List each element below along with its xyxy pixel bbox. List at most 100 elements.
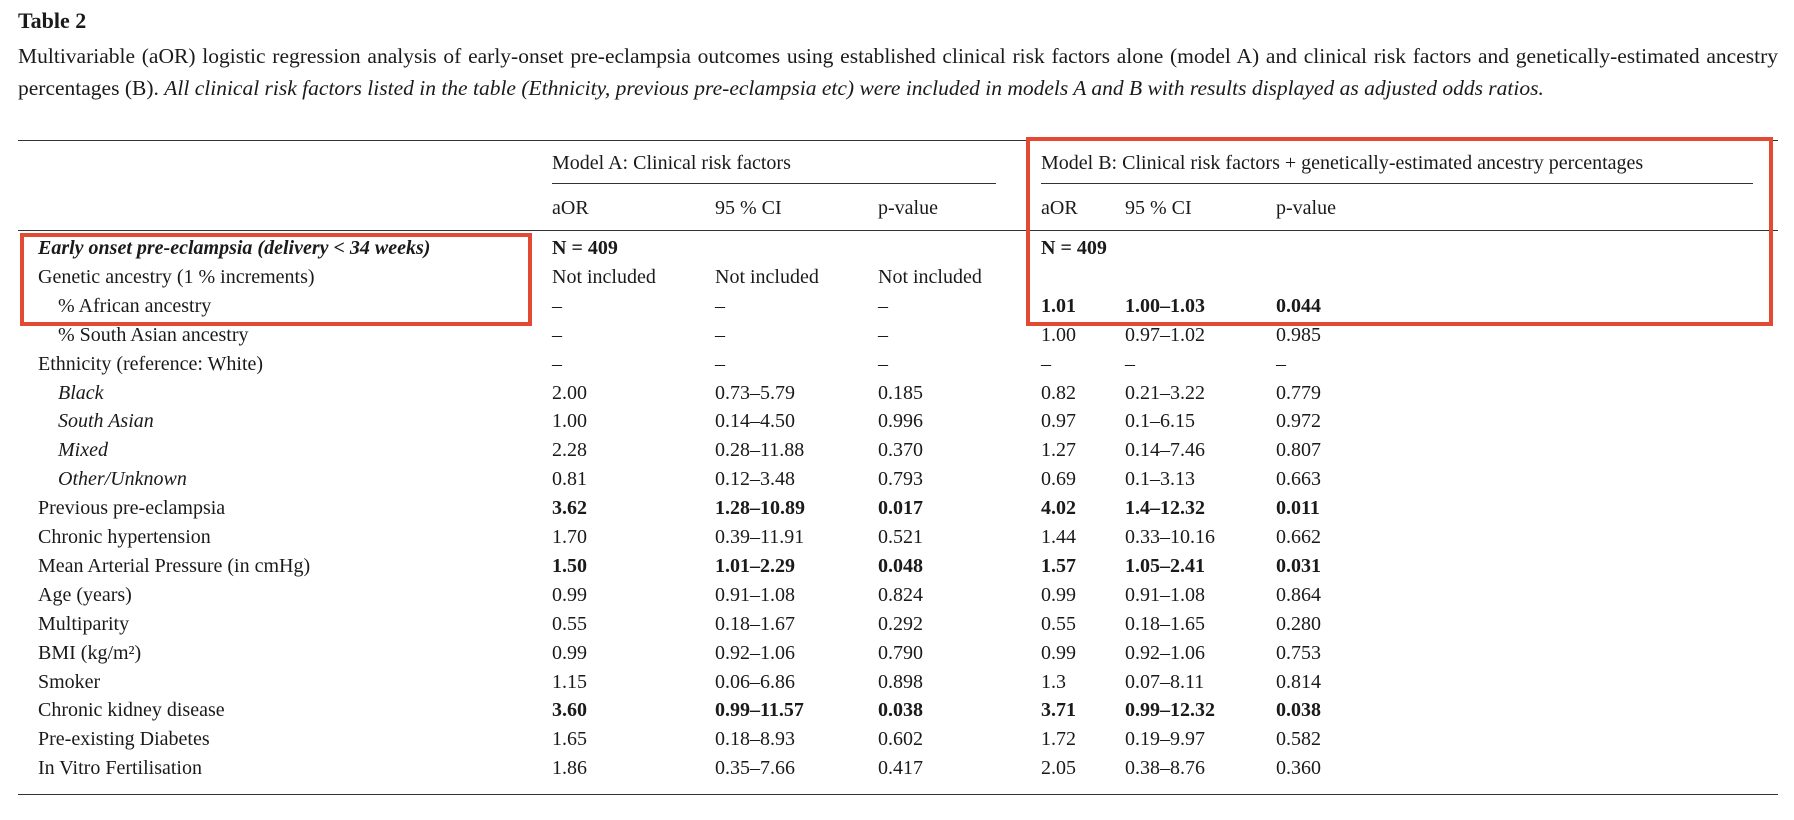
cell-b-aor: 0.97 — [1041, 410, 1076, 433]
cell-a-pvalue: 0.996 — [878, 410, 923, 433]
cell-a-ci: 0.39–11.91 — [715, 526, 805, 548]
cell-a-pvalue: 0.370 — [878, 439, 923, 462]
table-row: Chronic hypertension 1.70 0.39–11.91 0.521 1… — [18, 526, 1778, 555]
cell-a-ci: 0.18–1.67 — [715, 612, 795, 635]
col-header-a-aor: aOR — [552, 197, 589, 219]
col-header-a-pvalue: p-value — [878, 197, 938, 219]
cell-a-ci: 0.91–1.08 — [715, 583, 795, 606]
cell-b-aor: 0.99 — [1041, 641, 1076, 664]
table-row: BMI (kg/m²) 0.99 0.92–1.06 0.790 0.99 0.92–1.… — [18, 642, 1778, 671]
cell-b-pvalue: 0.985 — [1276, 323, 1321, 346]
cell-b-pvalue: 0.753 — [1276, 641, 1321, 664]
table-row: Genetic ancestry (1 % increments) Not inc… — [18, 266, 1778, 295]
cell-b-pvalue: 0.011 — [1276, 497, 1320, 520]
highlight-box-left — [20, 233, 532, 326]
cell-b-aor: 1.00 — [1041, 323, 1076, 346]
cell-b-pvalue: 0.807 — [1276, 439, 1321, 462]
cell-a-ci: 0.28–11.88 — [715, 439, 805, 462]
model-a-underline — [552, 183, 996, 184]
table-row: South Asian 1.00 0.14–4.50 0.996 0.97 0.1–6.1… — [18, 410, 1778, 439]
table-row: Early onset pre-eclampsia (delivery < 34… — [18, 237, 1778, 266]
cell-b-ci: 1.4–12.32 — [1125, 497, 1205, 520]
cell-b-aor: – — [1041, 352, 1051, 375]
cell-a-pvalue: 0.292 — [878, 612, 923, 635]
cell-a-aor: 1.86 — [552, 757, 587, 780]
cell-b-aor: 4.02 — [1041, 497, 1076, 520]
cell-a-pvalue: 0.038 — [878, 699, 923, 722]
top-rule — [18, 140, 1778, 141]
cell-b-pvalue: 0.360 — [1276, 757, 1321, 780]
cell-a-ci: Not included — [715, 265, 819, 288]
caption-text: Multivariable (aOR) logistic regression … — [18, 44, 1778, 100]
cell-a-aor: 3.60 — [552, 699, 587, 722]
cell-a-ci: – — [715, 294, 725, 317]
col-header-b-pvalue: p-value — [1276, 197, 1336, 219]
cell-b-pvalue: 0.864 — [1276, 583, 1321, 606]
row-label: Age (years) — [38, 583, 132, 606]
cell-a-aor: 0.81 — [552, 468, 587, 491]
cell-a-ci: 1.28–10.89 — [715, 497, 805, 520]
cell-a-ci: 0.99–11.57 — [715, 699, 804, 722]
cell-a-ci: 0.35–7.66 — [715, 757, 795, 780]
cell-b-ci: 0.21–3.22 — [1125, 381, 1205, 404]
row-label: Chronic kidney disease — [38, 699, 225, 722]
row-label: BMI (kg/m²) — [38, 641, 142, 664]
cell-a-aor: 1.50 — [552, 554, 587, 577]
cell-a-ci: 0.92–1.06 — [715, 641, 795, 664]
cell-a-aor: – — [552, 323, 562, 346]
row-label: Pre-existing Diabetes — [38, 728, 210, 751]
row-label: Mean Arterial Pressure (in cmHg) — [38, 554, 311, 577]
cell-a-aor: 0.55 — [552, 612, 587, 635]
col-header-b-aor: aOR — [1041, 197, 1078, 219]
row-label: Chronic hypertension — [38, 526, 211, 548]
table-row: % South Asian ancestry – – – 1.00 0.97–1.02 0.… — [18, 324, 1778, 353]
cell-b-ci: 0.1–6.15 — [1125, 410, 1195, 433]
cell-b-aor: N = 409 — [1041, 237, 1107, 259]
cell-a-pvalue: 0.017 — [878, 497, 923, 520]
row-label: Early onset pre-eclampsia (delivery < 34… — [38, 237, 431, 259]
cell-b-ci: 0.18–1.65 — [1125, 612, 1205, 635]
cell-b-ci: 0.92–1.06 — [1125, 641, 1205, 664]
table-row: Mean Arterial Pressure (in cmHg) 1.50 1.01… — [18, 555, 1778, 584]
row-label: Multiparity — [38, 612, 130, 635]
cell-a-aor: N = 409 — [552, 237, 618, 259]
cell-b-ci: 0.07–8.11 — [1125, 670, 1205, 693]
cell-a-ci: 0.14–4.50 — [715, 410, 795, 433]
caption-italic-text: All clinical risk factors listed in the … — [164, 76, 1544, 100]
row-label: Genetic ancestry (1 % increments) — [38, 265, 315, 288]
row-label: Ethnicity (reference: White) — [38, 352, 264, 375]
row-label: Mixed — [58, 439, 108, 462]
cell-a-aor: 1.65 — [552, 728, 587, 751]
row-label: In Vitro Fertilisation — [38, 757, 202, 780]
highlight-box-model-b — [1026, 137, 1773, 326]
header-rule — [18, 230, 1778, 231]
table-row: % African ancestry – – – 1.01 1.00–1.03 0.044 — [18, 295, 1778, 324]
cell-b-pvalue: 0.280 — [1276, 612, 1321, 635]
cell-a-aor: 0.99 — [552, 583, 587, 606]
cell-a-aor: – — [552, 352, 562, 375]
table-row: In Vitro Fertilisation 1.86 0.35–7.66 0.417… — [18, 757, 1778, 786]
cell-a-ci: – — [715, 323, 725, 346]
row-label: Previous pre-eclampsia — [38, 497, 226, 520]
cell-a-pvalue: Not included — [878, 265, 982, 288]
table-label: Table 2 — [18, 8, 87, 33]
cell-a-pvalue: 0.048 — [878, 554, 923, 577]
cell-a-aor: 2.28 — [552, 439, 587, 462]
cell-b-ci: 0.99–12.32 — [1125, 699, 1215, 722]
cell-b-ci: 0.14–7.46 — [1125, 439, 1205, 462]
cell-a-pvalue: – — [878, 323, 888, 346]
cell-b-aor: 0.99 — [1041, 583, 1076, 606]
cell-b-ci: 0.97–1.02 — [1125, 323, 1205, 346]
cell-b-aor: 1.27 — [1041, 439, 1076, 462]
cell-a-pvalue: 0.790 — [878, 641, 923, 664]
cell-a-pvalue: 0.602 — [878, 728, 923, 751]
cell-b-pvalue: – — [1276, 352, 1286, 375]
cell-b-ci: – — [1125, 352, 1135, 375]
cell-a-pvalue: 0.185 — [878, 381, 923, 404]
cell-a-pvalue: – — [878, 294, 888, 317]
cell-a-ci: 0.12–3.48 — [715, 468, 795, 491]
cell-a-pvalue: 0.824 — [878, 583, 923, 606]
cell-b-pvalue: 0.031 — [1276, 554, 1321, 577]
cell-b-aor: 0.82 — [1041, 381, 1076, 404]
cell-b-aor: 3.71 — [1041, 699, 1076, 722]
